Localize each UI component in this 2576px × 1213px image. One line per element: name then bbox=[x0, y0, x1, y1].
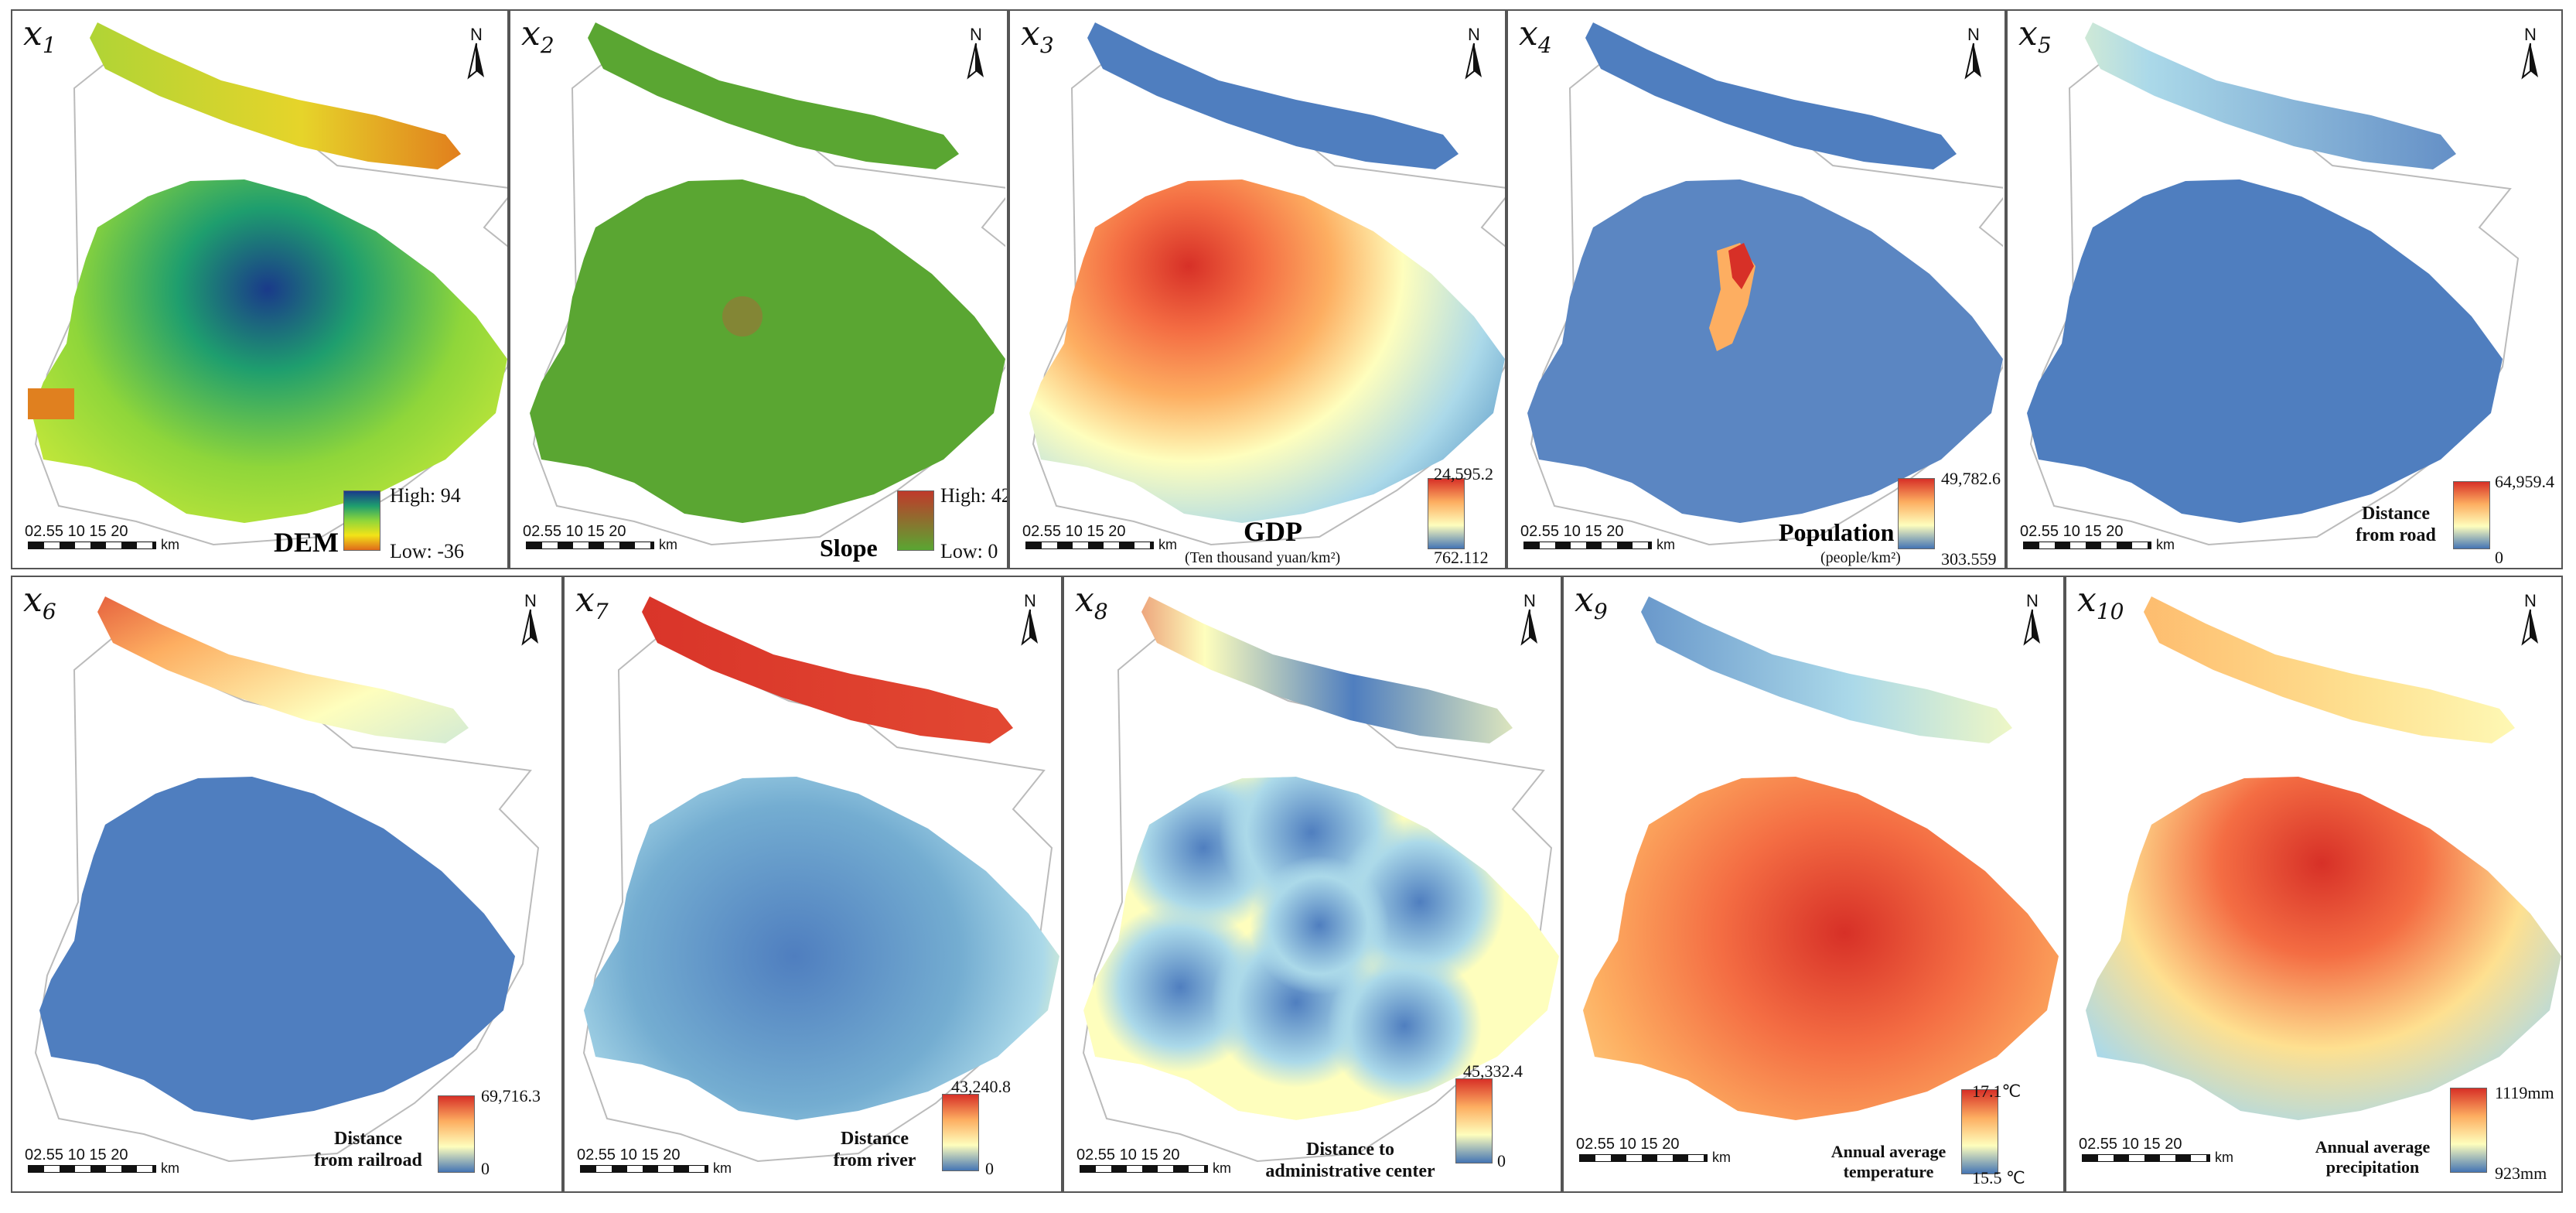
legend-high: 64,959.4 bbox=[2495, 472, 2554, 491]
legend-title: Distance from road bbox=[2356, 504, 2436, 545]
legend-colorbar bbox=[897, 490, 934, 551]
panel-x3-gdp: x3 N 02.55 10 15 20 km 24,595.2 762.112 G… bbox=[1008, 9, 1506, 569]
map-x5 bbox=[2027, 22, 2520, 546]
legend-colorbar bbox=[438, 1095, 475, 1173]
panel-x10-precipitation: x10 N 02.55 10 15 20 km 1119mm 923mm Annu… bbox=[2065, 576, 2563, 1193]
north-arrow-icon: N bbox=[1516, 591, 1544, 653]
legend-low: Low: 0 bbox=[940, 540, 998, 562]
north-arrow-icon: N bbox=[1960, 25, 1987, 87]
legend-subtitle: (Ten thousand yuan/km²) bbox=[1185, 549, 1341, 566]
scale-bar: 02.55 10 15 20 km bbox=[1520, 523, 1675, 552]
north-arrow-icon: N bbox=[462, 25, 490, 87]
panel-x6-distance-railroad: x6 N 02.55 10 15 20 km 69,716.3 0 Distanc… bbox=[11, 576, 563, 1193]
map-x4 bbox=[1527, 22, 2003, 546]
map-x8 bbox=[1082, 596, 1559, 1163]
legend-colorbar bbox=[942, 1094, 979, 1171]
legend-title: Annual average temperature bbox=[1830, 1142, 1947, 1181]
north-arrow-icon: N bbox=[517, 591, 544, 653]
legend-title: DEM bbox=[274, 527, 339, 558]
north-arrow-icon: N bbox=[2018, 591, 2046, 653]
legend-low: Low: -36 bbox=[390, 540, 465, 562]
panel-x1-dem: x1 N 02.55 10 15 20 km High: 94 Low: -36 … bbox=[11, 9, 509, 569]
legend-colorbar bbox=[2450, 1088, 2487, 1173]
legend-high: 49,782.6 bbox=[1941, 469, 2001, 488]
legend-colorbar bbox=[343, 490, 380, 551]
scale-bar: 02.55 10 15 20 km bbox=[1576, 1136, 1731, 1165]
legend-subtitle: (people/km²) bbox=[1820, 549, 1901, 566]
map-x7 bbox=[582, 596, 1059, 1163]
panel-label: x4 bbox=[1519, 14, 1552, 58]
scale-bar: 02.55 10 15 20 km bbox=[25, 1146, 179, 1176]
map-x9 bbox=[1583, 596, 2059, 1120]
legend-title: Population bbox=[1779, 518, 1895, 546]
legend-high: 24,595.2 bbox=[1434, 464, 1493, 483]
panel-x5-distance-road: x5 N 02.55 10 15 20 km 64,959.4 0 Distanc… bbox=[2006, 9, 2563, 569]
north-arrow-icon: N bbox=[2516, 25, 2544, 87]
scale-bar: 02.55 10 15 20 km bbox=[523, 523, 677, 552]
legend-colorbar bbox=[1455, 1078, 1493, 1163]
panel-label: x3 bbox=[1021, 14, 1054, 58]
legend-high: 1119mm bbox=[2495, 1083, 2554, 1102]
panel-x7-distance-river: x7 N 02.55 10 15 20 km 43,240.8 0 Distanc… bbox=[563, 576, 1063, 1193]
panel-label: x8 bbox=[1075, 580, 1108, 624]
legend-high: 69,716.3 bbox=[481, 1086, 541, 1105]
legend-title: Distance from railroad bbox=[314, 1129, 422, 1170]
map-x1 bbox=[28, 22, 507, 546]
legend-low: 0 bbox=[985, 1159, 994, 1178]
north-arrow-icon: N bbox=[2516, 591, 2544, 653]
legend-low: 0 bbox=[481, 1159, 490, 1178]
legend-low: 303.559 bbox=[1941, 549, 1997, 569]
panel-label: x2 bbox=[521, 14, 554, 58]
legend-high: 17.1℃ bbox=[1972, 1081, 2022, 1101]
north-arrow-icon: N bbox=[1016, 591, 1044, 653]
legend-title: Annual average precipitation bbox=[2315, 1137, 2431, 1177]
panel-x8-distance-admin-center: x8 N 02.55 10 15 20 km 45,332.4 0 Distanc… bbox=[1063, 576, 1562, 1193]
legend-colorbar bbox=[1898, 478, 1935, 549]
panel-label: x6 bbox=[23, 580, 56, 624]
panel-label: x10 bbox=[2077, 580, 2124, 624]
scale-bar: 02.55 10 15 20 km bbox=[577, 1146, 732, 1176]
scale-bar: 02.55 10 15 20 km bbox=[25, 523, 179, 552]
legend-colorbar bbox=[1961, 1089, 1998, 1174]
map-x10 bbox=[2086, 596, 2561, 1120]
legend-high: High: 94 bbox=[390, 484, 461, 507]
legend-title: Distance from river bbox=[833, 1129, 916, 1170]
map-x2 bbox=[530, 22, 1005, 546]
scale-bar: 02.55 10 15 20 km bbox=[2020, 523, 2175, 552]
panel-label: x5 bbox=[2018, 14, 2052, 58]
map-x6 bbox=[34, 596, 540, 1163]
panel-x9-temperature: x9 N 02.55 10 15 20 km 17.1℃ 15.5 ℃ Annua… bbox=[1562, 576, 2065, 1193]
legend-high: 43,240.8 bbox=[951, 1077, 1011, 1096]
legend-low: 0 bbox=[2495, 548, 2503, 567]
north-arrow-icon: N bbox=[962, 25, 990, 87]
scale-bar: 02.55 10 15 20 km bbox=[1022, 523, 1177, 552]
panel-label: x7 bbox=[575, 580, 609, 624]
panel-x4-population: x4 N 02.55 10 15 20 km 49,782.6 303.559 P… bbox=[1506, 9, 2006, 569]
panel-label: x1 bbox=[23, 14, 56, 58]
legend-high: 45,332.4 bbox=[1463, 1061, 1523, 1081]
legend-low: 15.5 ℃ bbox=[1972, 1168, 2025, 1187]
legend-title: Distance to administrative center bbox=[1265, 1140, 1435, 1181]
legend-colorbar bbox=[1428, 478, 1465, 549]
map-x3 bbox=[1029, 22, 1505, 546]
north-arrow-icon: N bbox=[1460, 25, 1488, 87]
scale-bar: 02.55 10 15 20 km bbox=[1076, 1146, 1231, 1176]
legend-title: Slope bbox=[820, 534, 878, 562]
scale-bar: 02.55 10 15 20 km bbox=[2079, 1136, 2233, 1165]
legend-high: High: 42.3 bbox=[940, 484, 1007, 507]
legend-low: 923mm bbox=[2495, 1163, 2547, 1183]
legend-colorbar bbox=[2453, 481, 2490, 549]
panel-label: x9 bbox=[1575, 580, 1608, 624]
legend-low: 762.112 bbox=[1434, 548, 1489, 567]
legend-low: 0 bbox=[1497, 1151, 1506, 1170]
legend-title: GDP bbox=[1244, 516, 1302, 547]
